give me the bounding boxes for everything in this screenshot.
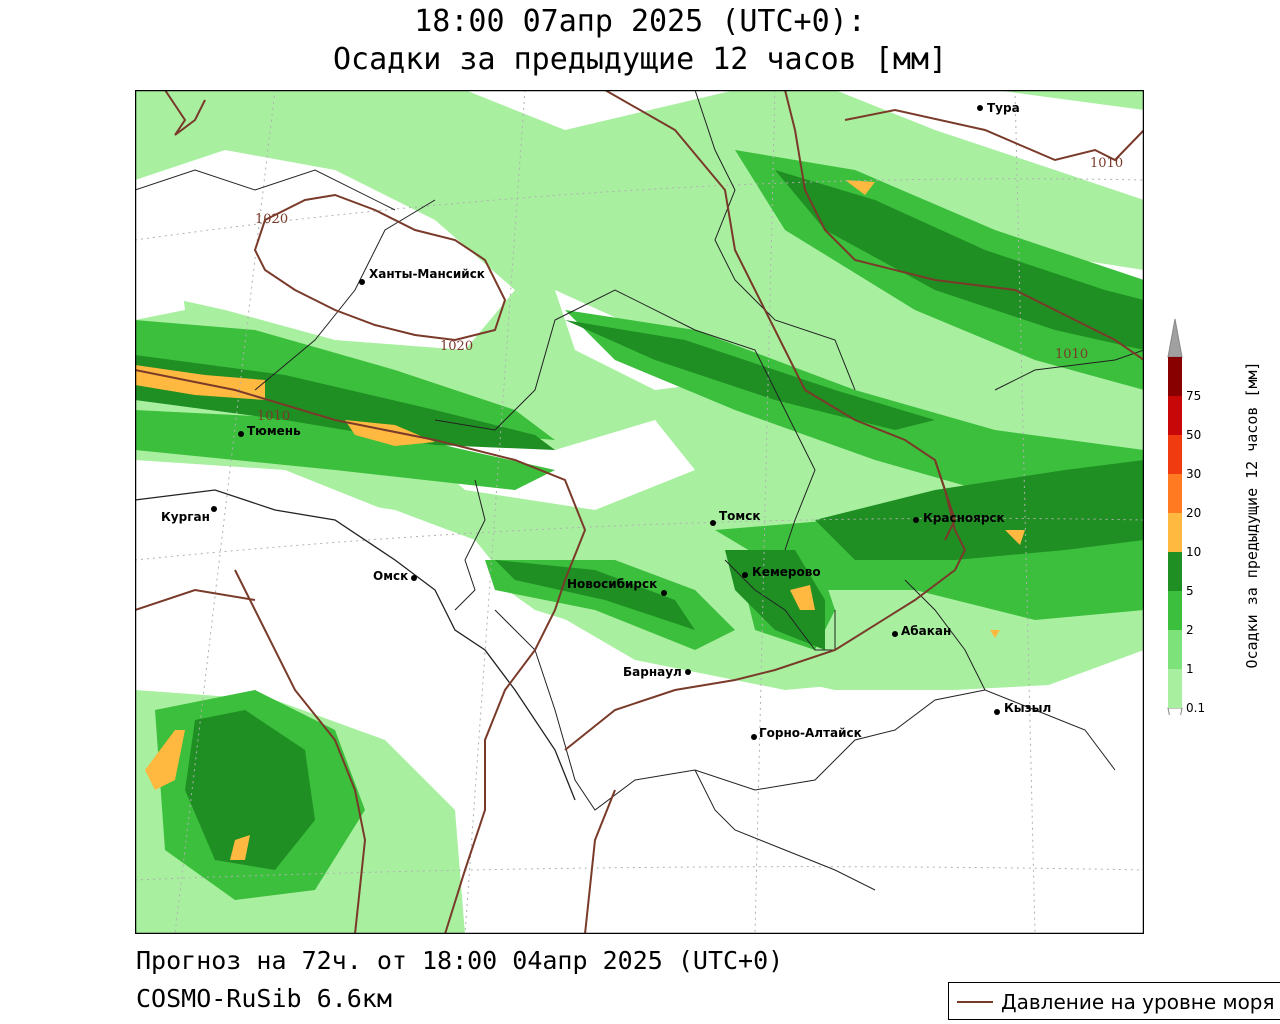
city-kyzyl: Кызыл xyxy=(994,701,1051,715)
colorbar-tick-label: 1 xyxy=(1186,662,1194,676)
city-markers: Тура Ханты-Мансийск Тюмень Курган Омск Т… xyxy=(161,101,1051,740)
isobar-label: 1010 xyxy=(1055,347,1088,362)
pressure-legend: Давление на уровне моря xyxy=(948,982,1280,1020)
colorbar-box xyxy=(1168,435,1182,474)
svg-text:Омск: Омск xyxy=(373,569,408,583)
precipitation-map: 1020 1020 1010 1010 1010 Тура Ханты-Манс… xyxy=(135,90,1144,934)
isobar-labels: 1020 1020 1010 1010 1010 xyxy=(255,156,1123,424)
svg-text:Курган: Курган xyxy=(161,510,210,524)
svg-text:Новосибирск: Новосибирск xyxy=(567,577,657,591)
colorbar-box xyxy=(1168,396,1182,435)
svg-text:Тюмень: Тюмень xyxy=(247,424,301,438)
colorbar-box xyxy=(1168,474,1182,513)
colorbar-title: Осадки за предыдущие 12 часов [мм] xyxy=(1243,361,1261,668)
map-frame xyxy=(135,90,1144,934)
svg-text:Ханты-Мансийск: Ханты-Мансийск xyxy=(369,267,485,281)
city-omsk: Омск xyxy=(373,569,417,583)
colorbar-tick-label: 50 xyxy=(1186,428,1201,442)
country-border xyxy=(135,489,576,801)
colorbar-tick-label: 10 xyxy=(1186,545,1201,559)
svg-text:Барнаул: Барнаул xyxy=(623,665,682,679)
isobars xyxy=(135,90,1144,934)
colorbar-box xyxy=(1168,552,1182,591)
colorbar-box xyxy=(1168,669,1182,708)
pressure-legend-label: Давление на уровне моря xyxy=(1001,990,1275,1014)
svg-text:Абакан: Абакан xyxy=(901,624,951,638)
svg-text:Тура: Тура xyxy=(987,101,1020,115)
isobar-label: 1010 xyxy=(1090,156,1123,171)
model-name: COSMO-RuSib 6.6км xyxy=(136,984,392,1013)
colorbar-box xyxy=(1168,591,1182,630)
city-novosibirsk: Новосибирск xyxy=(567,577,667,596)
colorbar-labels: 0.1 1 2 5 10 20 30 50 75 xyxy=(1186,389,1205,715)
city-tyumen: Тюмень xyxy=(238,424,301,438)
precipitation-colorbar: 0.1 1 2 5 10 20 30 50 75 Осадки за предыдущие 12… xyxy=(1167,318,1261,715)
colorbar-tick-label: 2 xyxy=(1186,623,1194,637)
city-gorno-altaysk: Горно-Алтайск xyxy=(751,726,862,740)
isobar-label: 1020 xyxy=(440,339,473,354)
city-barnaul: Барнаул xyxy=(623,665,691,679)
svg-text:Красноярск: Красноярск xyxy=(923,511,1005,525)
svg-text:Кызыл: Кызыл xyxy=(1004,701,1051,715)
colorbar-tick-label: 30 xyxy=(1186,467,1201,481)
colorbar-tick-label: 75 xyxy=(1186,389,1201,403)
city-kemerovo: Кемерово xyxy=(742,565,821,579)
colorbar-max-triangle xyxy=(1167,318,1183,358)
colorbar-tick-label: 20 xyxy=(1186,506,1201,520)
colorbar-min-triangle xyxy=(1167,707,1183,715)
colorbar-boxes xyxy=(1167,318,1183,715)
colorbar-box xyxy=(1168,357,1182,396)
colorbar-tick-label: 5 xyxy=(1186,584,1194,598)
city-tura: Тура xyxy=(977,101,1020,115)
precip-heavy-zones xyxy=(135,170,1144,870)
isobar-label: 1020 xyxy=(255,212,288,227)
map-subtitle: Осадки за предыдущие 12 часов [мм] xyxy=(332,42,948,77)
city-krasnoyarsk: Красноярск xyxy=(913,511,1005,525)
city-abakan: Абакан xyxy=(892,624,951,638)
city-tomsk: Томск xyxy=(710,509,761,526)
admin-borders xyxy=(135,90,1144,891)
svg-text:Томск: Томск xyxy=(719,509,761,523)
forecast-info: Прогноз на 72ч. от 18:00 04апр 2025 (UTC… xyxy=(136,946,784,975)
city-khanty-mansiysk: Ханты-Мансийск xyxy=(359,267,485,285)
isobar-label: 1010 xyxy=(257,409,290,424)
city-kurgan: Курган xyxy=(161,506,217,524)
colorbar-box xyxy=(1168,630,1182,669)
pressure-line-swatch xyxy=(957,1001,993,1003)
svg-text:Кемерово: Кемерово xyxy=(752,565,821,579)
colorbar-box xyxy=(1168,513,1182,552)
map-title: 18:00 07апр 2025 (UTC+0): xyxy=(414,4,866,39)
graticule xyxy=(135,90,1144,934)
svg-text:Горно-Алтайск: Горно-Алтайск xyxy=(759,726,862,740)
colorbar-tick-label: 0.1 xyxy=(1186,701,1205,715)
